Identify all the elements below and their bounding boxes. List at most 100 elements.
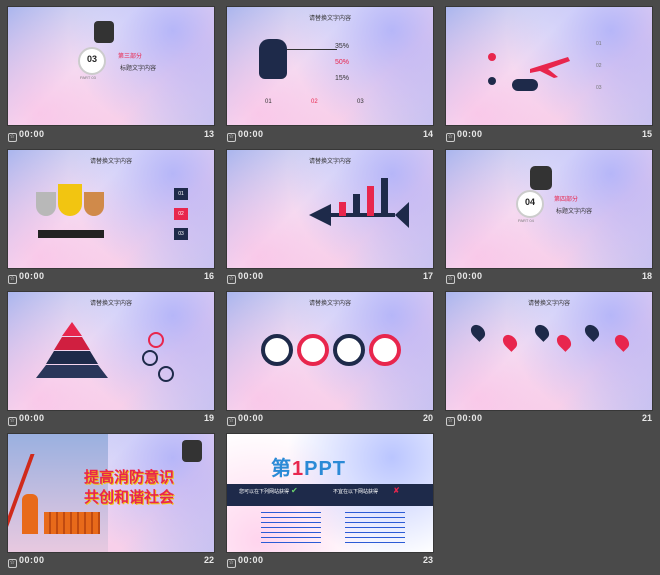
bar-2 (353, 194, 360, 216)
speaker-icon (333, 334, 365, 366)
slide-meta-16: ☆ 00:00 16 (8, 271, 214, 284)
trophy-base (38, 230, 104, 238)
slide-thumbnail-16[interactable]: 请替换文字内容 01 02 03 (8, 150, 214, 268)
slogan-line-1: 提高消防意识 (84, 469, 175, 486)
brand-logo: 第1PPT (271, 458, 347, 480)
calendar-icon (369, 334, 401, 366)
pin-icon (582, 322, 602, 342)
step-1: 01 (265, 99, 272, 105)
bar-1 (339, 202, 346, 216)
slide-title: 请替换文字内容 (308, 301, 351, 307)
sun-icon (488, 53, 496, 61)
slide-thumbnail-18[interactable]: 04 PART 04 第四部分 标题文字内容 (446, 150, 652, 268)
slide-thumbnail-23[interactable]: 第1PPT 您可以在下列网站获得 ✔ 不宜在以下网站获得 ✘ (227, 434, 433, 552)
part-label: PART 04 (518, 218, 534, 223)
star-icon[interactable]: ☆ (227, 275, 236, 284)
pyramid-chart (36, 322, 108, 378)
cross-icon: ✘ (393, 486, 400, 495)
box-1: 01 (174, 188, 188, 200)
link-list-left (261, 512, 321, 546)
slide-meta-13: ☆ 00:00 13 (8, 129, 214, 142)
slide-meta-14: ☆ 00:00 14 (227, 129, 433, 142)
slide-thumbnail-21[interactable]: 请替换文字内容 (446, 292, 652, 410)
fire-badge-icon (182, 440, 202, 462)
slide-thumbnail-19[interactable]: 请替换文字内容 (8, 292, 214, 410)
slogan-line-2: 共创和谐社会 (84, 489, 175, 506)
pin-icon (612, 332, 632, 352)
left-heading: 您可以在下列网站获得 (239, 489, 290, 495)
connector-line (287, 49, 337, 50)
slide-thumbnail-17[interactable]: 请替换文字内容 (227, 150, 433, 268)
slide-meta-22: ☆ 00:00 22 (8, 555, 214, 568)
slide-meta-20: ☆ 00:00 20 (227, 413, 433, 426)
chat-icon (261, 334, 293, 366)
bronze-trophy-icon (84, 192, 104, 216)
slide-meta-18: ☆ 00:00 18 (446, 271, 652, 284)
link-list-right (345, 512, 405, 546)
slide-thumbnail-13[interactable]: 03 PART 03 第三部分 标题文字内容 (8, 7, 214, 125)
step-3: 03 (357, 99, 364, 105)
percent-1: 35% (335, 43, 350, 50)
star-icon[interactable]: ☆ (227, 133, 236, 142)
row-2: 02 (596, 63, 602, 69)
star-icon[interactable]: ☆ (227, 559, 236, 568)
pin-icon (532, 322, 552, 342)
circle-icon (142, 350, 158, 366)
slide-title: 请替换文字内容 (527, 301, 570, 307)
slide-title: 请替换文字内容 (308, 16, 351, 22)
row-1: 01 (596, 41, 602, 47)
star-icon[interactable]: ☆ (8, 133, 17, 142)
slide-title: 请替换文字内容 (308, 159, 351, 165)
row-3: 03 (596, 85, 602, 91)
sun-dark-icon (488, 77, 496, 85)
pin-icon (468, 322, 488, 342)
slide-title: 请替换文字内容 (89, 301, 132, 307)
slide-thumbnail-20[interactable]: 请替换文字内容 (227, 292, 433, 410)
star-icon[interactable]: ☆ (227, 417, 236, 426)
gold-trophy-icon (58, 184, 82, 216)
section-number: 04 (524, 197, 535, 207)
pin-icon (500, 332, 520, 352)
bar-4 (381, 178, 388, 216)
number-circle (78, 47, 106, 75)
cloud-icon (512, 79, 538, 91)
check-icon: ✔ (291, 486, 298, 495)
fire-badge-icon (94, 21, 114, 43)
box-3: 03 (174, 228, 188, 240)
slide-meta-17: ☆ 00:00 17 (227, 271, 433, 284)
section-number: 03 (86, 54, 97, 64)
part-label: PART 03 (80, 75, 96, 80)
slide-meta-19: ☆ 00:00 19 (8, 413, 214, 426)
step-2: 02 (311, 99, 318, 105)
slide-thumbnail-14[interactable]: 请替换文字内容 35% 50% 15% 01 02 03 (227, 7, 433, 125)
firefighter-row (44, 512, 100, 534)
circle-icon (148, 332, 164, 348)
hand-icon (259, 39, 287, 79)
slide-meta-21: ☆ 00:00 21 (446, 413, 652, 426)
section-heading-red: 第三部分 (118, 54, 143, 60)
slide-thumbnail-15[interactable]: 01 02 03 (446, 7, 652, 125)
pin-icon (554, 332, 574, 352)
circle-icon (158, 366, 174, 382)
slide-meta-15: ☆ 00:00 15 (446, 129, 652, 142)
fire-badge-icon (530, 166, 552, 190)
silver-trophy-icon (36, 192, 56, 216)
star-icon[interactable]: ☆ (8, 275, 17, 284)
slide-meta-23: ☆ 00:00 23 (227, 555, 433, 568)
star-icon[interactable]: ☆ (446, 133, 455, 142)
fish-chart (309, 202, 409, 228)
header-band (227, 484, 433, 506)
firefighter-figure (22, 494, 38, 534)
star-icon[interactable]: ☆ (446, 275, 455, 284)
flask-icon (297, 334, 329, 366)
box-2: 02 (174, 208, 188, 220)
slide-thumbnail-22[interactable]: 提高消防意识 共创和谐社会 (8, 434, 214, 552)
slide-title: 请替换文字内容 (89, 159, 132, 165)
star-icon[interactable]: ☆ (8, 559, 17, 568)
right-heading: 不宜在以下网站获得 (333, 489, 379, 495)
percent-3: 15% (335, 75, 350, 82)
section-heading: 标题文字内容 (120, 66, 157, 72)
star-icon[interactable]: ☆ (446, 417, 455, 426)
star-icon[interactable]: ☆ (8, 417, 17, 426)
percent-2: 50% (335, 59, 350, 66)
